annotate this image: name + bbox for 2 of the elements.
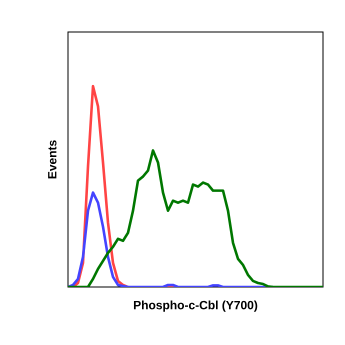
x-axis-title: Phospho-c-Cbl (Y700) [134, 300, 258, 312]
y-axis-title: Events [48, 140, 56, 178]
